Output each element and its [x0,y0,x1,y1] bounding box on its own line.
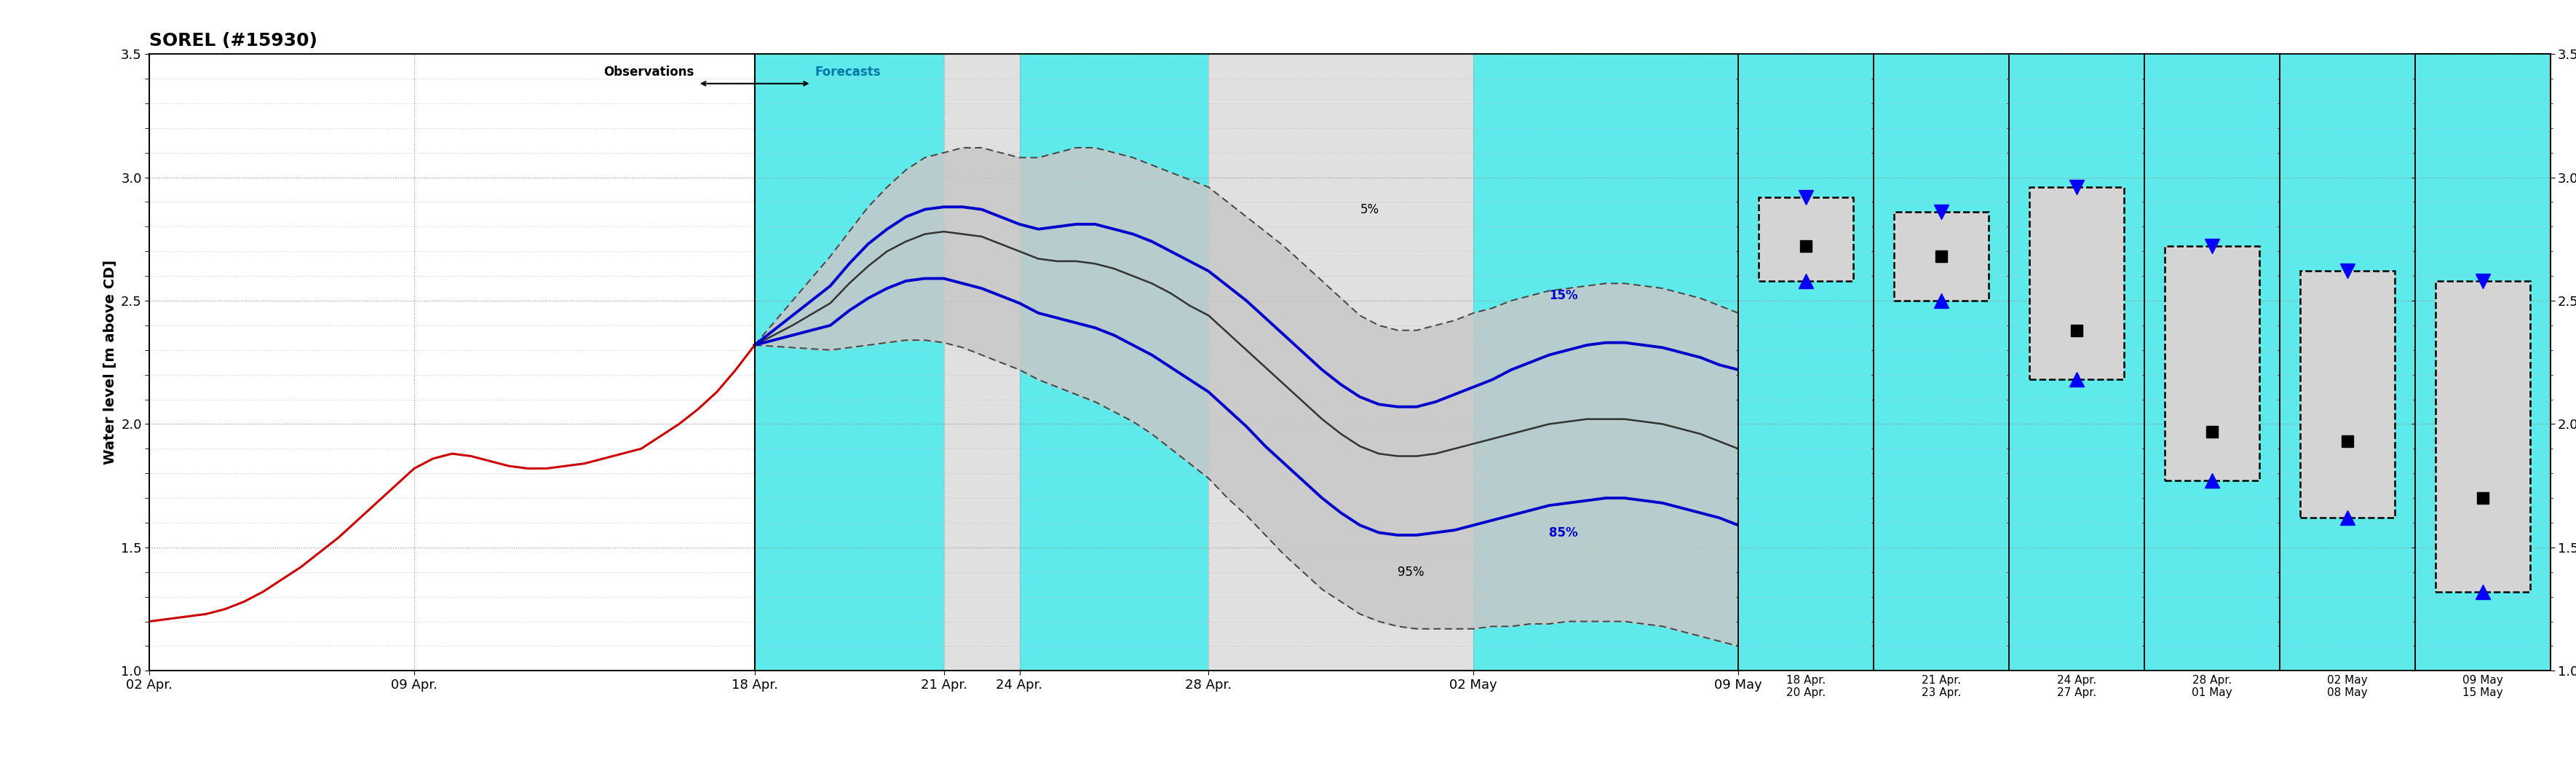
Bar [1020,54,1208,671]
Text: 15%: 15% [1548,289,1579,302]
X-axis label: 21 Apr.
23 Apr.: 21 Apr. 23 Apr. [1922,675,1960,699]
X-axis label: 28 Apr.
01 May: 28 Apr. 01 May [2192,675,2233,699]
Bar [2030,187,2125,379]
Bar [2164,247,2259,481]
X-axis label: 09 May
15 May: 09 May 15 May [2463,675,2504,699]
Text: 85%: 85% [1548,526,1579,539]
Y-axis label: Water level [m above CD]: Water level [m above CD] [103,260,116,465]
Text: 5%: 5% [1360,203,1378,216]
Bar [1473,54,1739,671]
Bar [2164,247,2259,481]
X-axis label: 24 Apr.
27 Apr.: 24 Apr. 27 Apr. [2056,675,2097,699]
Bar [1759,197,1852,281]
Text: Forecasts: Forecasts [814,66,881,79]
Bar [2030,187,2125,379]
Bar [1893,212,1989,301]
Bar [1759,197,1852,281]
Bar [2300,271,2396,518]
Bar [2300,271,2396,518]
Bar [2434,281,2530,592]
Bar [2434,281,2530,592]
X-axis label: 02 May
08 May: 02 May 08 May [2326,675,2367,699]
Bar [1893,212,1989,301]
X-axis label: 18 Apr.
20 Apr.: 18 Apr. 20 Apr. [1785,675,1826,699]
Bar [755,54,1739,671]
Text: 95%: 95% [1399,566,1425,578]
Bar [755,54,943,671]
Text: Observations: Observations [603,66,693,79]
Text: SOREL (#15930): SOREL (#15930) [149,32,317,49]
